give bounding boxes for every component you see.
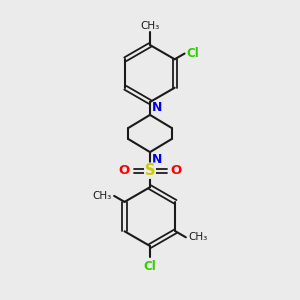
Text: CH₃: CH₃ <box>140 21 160 31</box>
Text: N: N <box>152 101 162 114</box>
Text: Cl: Cl <box>187 47 200 60</box>
Text: N: N <box>152 153 162 166</box>
Text: O: O <box>118 164 130 177</box>
Text: Cl: Cl <box>144 260 156 273</box>
Text: CH₃: CH₃ <box>92 191 112 201</box>
Text: CH₃: CH₃ <box>188 232 208 242</box>
Text: O: O <box>170 164 182 177</box>
Text: S: S <box>145 163 155 178</box>
